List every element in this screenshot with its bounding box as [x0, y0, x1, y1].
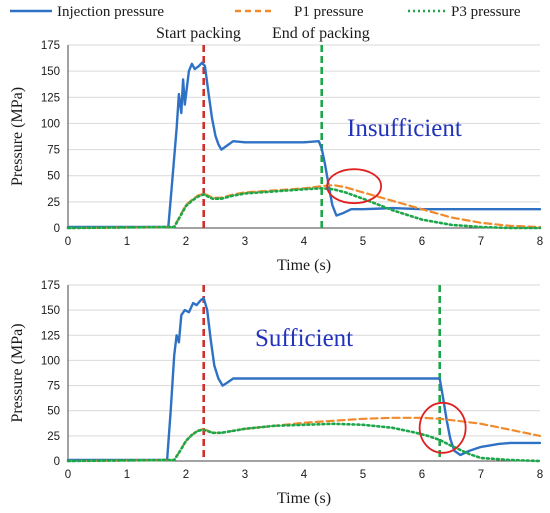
x-tick-label: 6: [419, 236, 425, 248]
y-tick-label: 100: [41, 355, 60, 367]
chart-panel-sufficient: 0 25 50 75 100 125 150 175 0 1 2 3 4 5 6 7 8 Time (s) Pres…: [9, 280, 543, 507]
x-tick-label: 6: [419, 469, 425, 481]
y-tick-label: 75: [47, 145, 60, 157]
y-tick-label: 175: [41, 280, 60, 292]
highlight-circle: [326, 168, 383, 205]
x-tick-label: 5: [360, 236, 366, 248]
start-packing-label: Start packing: [156, 25, 241, 42]
x-axis-title: Time (s): [277, 257, 331, 274]
y-tick-label: 150: [41, 66, 60, 78]
x-tick-label: 7: [478, 236, 484, 248]
x-tick-label: 4: [301, 236, 308, 248]
y-tick-label: 25: [47, 431, 60, 443]
x-tick-label: 2: [183, 236, 189, 248]
legend: Injection pressure P1 pressure P3 pressu…: [10, 4, 521, 20]
y-tick-label: 150: [41, 305, 60, 317]
legend-label-p3: P3 pressure: [451, 4, 521, 20]
y-tick-label: 50: [47, 171, 60, 183]
x-tick-label: 8: [537, 469, 543, 481]
end-packing-label: End of packing: [272, 25, 370, 42]
y-tick-label: 175: [41, 40, 60, 52]
y-axis-title: Pressure (MPa): [9, 87, 26, 186]
legend-label-p1: P1 pressure: [294, 4, 364, 20]
x-tick-label: 0: [65, 236, 71, 248]
y-tick-label: 100: [41, 118, 60, 130]
x-tick-label: 0: [65, 469, 71, 481]
x-tick-label: 3: [242, 236, 248, 248]
y-tick-label: 75: [47, 381, 60, 393]
x-tick-label: 7: [478, 469, 484, 481]
y-tick-label: 125: [41, 92, 60, 104]
x-tick-label: 3: [242, 469, 248, 481]
chart-panel-insufficient: 0 25 50 75 100 125 150 175 0 1 2 3 4 5 6 7 8 Time (s) Pres…: [9, 40, 543, 274]
panel-annotation: Insufficient: [347, 115, 462, 142]
y-tick-label: 0: [54, 223, 60, 235]
y-tick-label: 0: [54, 456, 60, 468]
x-tick-label: 1: [124, 469, 130, 481]
series-line-injection: [66, 61, 542, 229]
y-tick-label: 125: [41, 330, 60, 342]
x-tick-label: 5: [360, 469, 366, 481]
series-line-p3: [66, 187, 542, 230]
x-tick-label: 2: [183, 469, 189, 481]
panel-annotation: Sufficient: [255, 325, 353, 352]
highlight-circle: [418, 401, 467, 454]
x-tick-label: 8: [537, 236, 543, 248]
legend-label-injection: Injection pressure: [57, 4, 164, 20]
x-tick-label: 4: [301, 469, 308, 481]
y-axis-title: Pressure (MPa): [9, 323, 26, 422]
series-line-p3: [66, 422, 542, 463]
x-axis-title: Time (s): [277, 490, 331, 507]
series-line-p1: [66, 184, 542, 230]
y-tick-label: 25: [47, 197, 60, 209]
y-tick-label: 50: [47, 406, 60, 418]
x-tick-label: 1: [124, 236, 130, 248]
series-line-injection: [66, 296, 542, 462]
